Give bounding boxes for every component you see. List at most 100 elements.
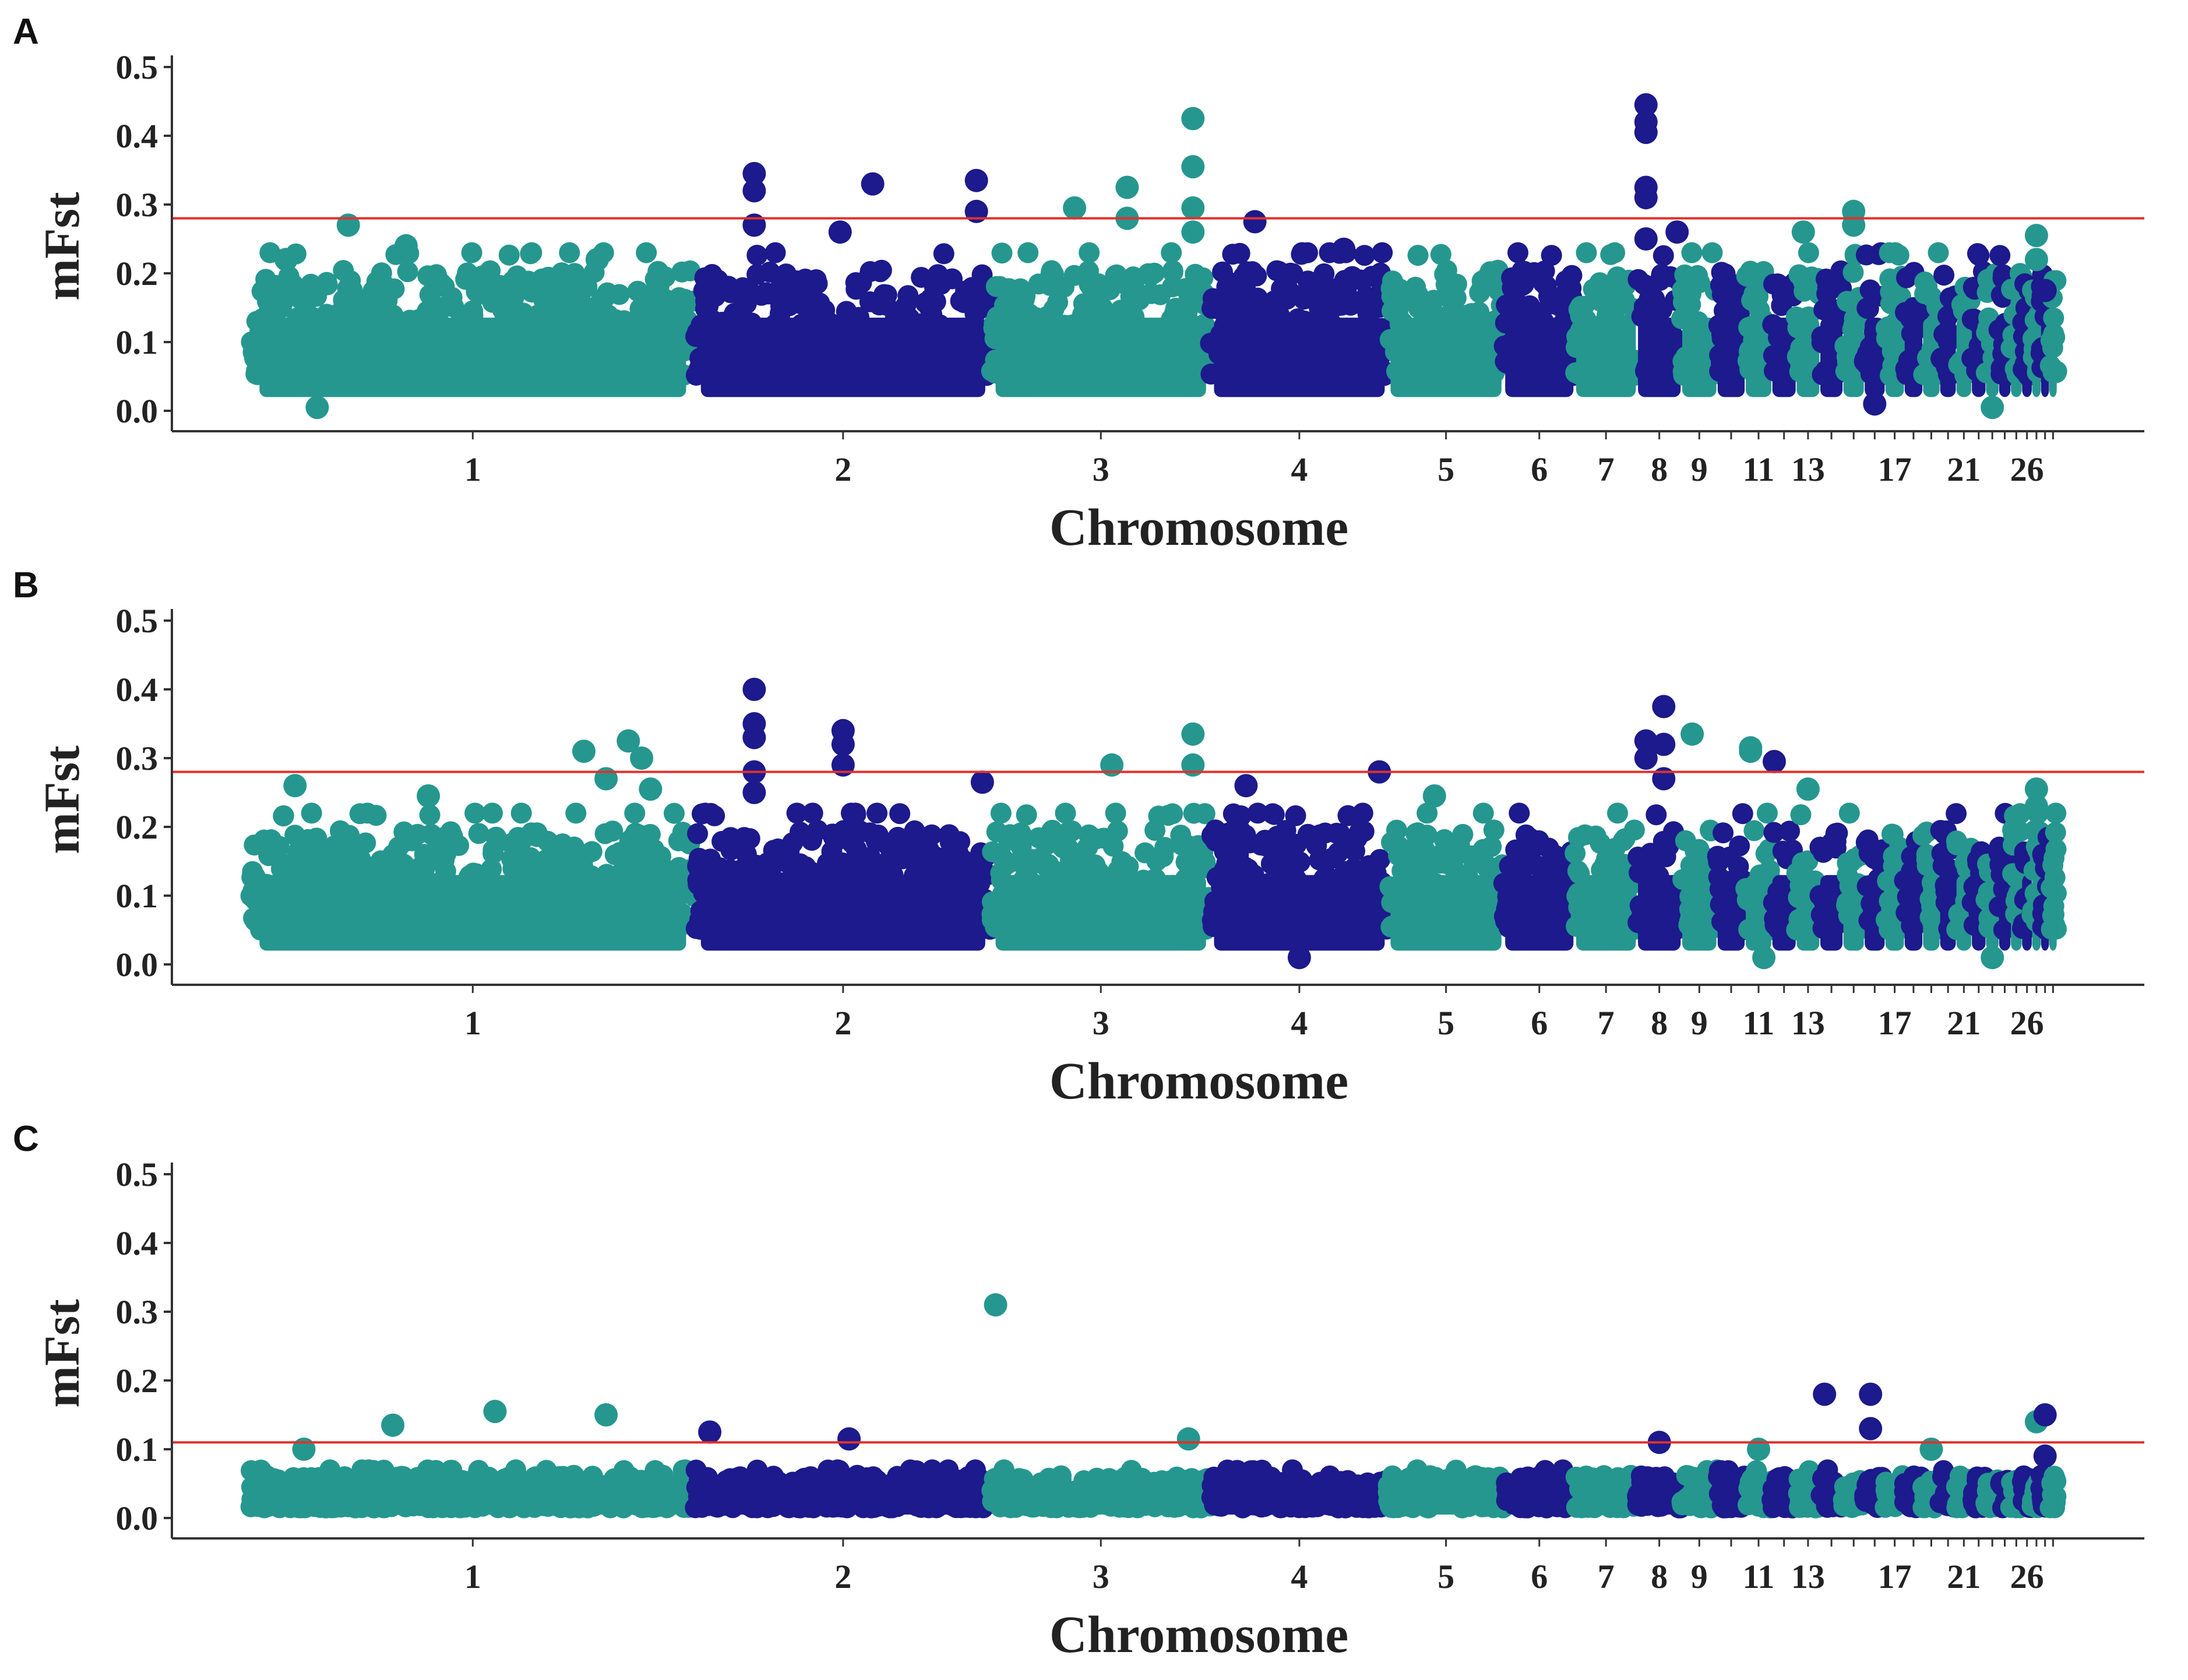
data-point: [1791, 220, 1815, 244]
x-tick-label: 8: [1651, 1004, 1668, 1042]
data-band: [1772, 318, 1796, 397]
data-point: [371, 1469, 393, 1491]
data-point: [1858, 298, 1879, 319]
data-point: [1354, 245, 1375, 266]
data-point: [892, 301, 913, 322]
data-point: [1634, 729, 1658, 753]
x-tick-label: 9: [1691, 450, 1708, 488]
data-point: [929, 270, 951, 292]
data-point: [1161, 242, 1182, 263]
data-point: [778, 295, 800, 316]
data-point: [763, 840, 784, 861]
data-point: [575, 844, 596, 866]
data-band: [995, 875, 1206, 951]
data-point: [287, 842, 308, 864]
data-band: [1505, 318, 1574, 397]
data-point: [1561, 265, 1583, 286]
data-point: [461, 242, 482, 263]
x-tick-label: 21: [1947, 1004, 1981, 1042]
data-point: [1352, 802, 1373, 824]
data-point: [1287, 946, 1311, 970]
data-point: [1879, 268, 1901, 290]
data-point: [503, 287, 524, 308]
data-point: [1779, 820, 1801, 842]
data-point: [1555, 283, 1576, 305]
data-point: [537, 830, 558, 852]
data-band: [2049, 318, 2057, 397]
data-point: [1175, 851, 1197, 873]
data-point: [1417, 802, 1438, 824]
data-point: [1235, 279, 1256, 300]
data-point: [1382, 270, 1403, 292]
data-point: [1732, 803, 1753, 825]
data-point: [1222, 803, 1244, 825]
data-point: [1646, 804, 1667, 826]
data-point: [552, 1466, 574, 1487]
data-point: [938, 824, 960, 846]
data-point: [1838, 802, 1860, 824]
x-tick-label: 2: [834, 450, 851, 488]
data-point: [2024, 794, 2048, 818]
y-axis-title: mFst: [34, 1299, 90, 1408]
data-band: [700, 1489, 985, 1515]
data-point: [1017, 242, 1039, 263]
data-point: [1743, 820, 1765, 841]
y-tick-label: 0.5: [116, 602, 158, 640]
data-point: [1723, 287, 1745, 309]
data-point: [1879, 242, 1900, 263]
data-point: [1634, 227, 1658, 251]
data-point: [1264, 843, 1285, 865]
data-point: [1055, 833, 1076, 854]
data-point: [1229, 242, 1250, 264]
data-point: [1675, 830, 1696, 851]
data-point: [1326, 288, 1347, 310]
data-point: [372, 272, 393, 294]
data-band: [1940, 318, 1956, 397]
data-point: [630, 746, 654, 770]
data-point: [1332, 237, 1356, 261]
data-point: [1798, 242, 1819, 263]
x-tick-label: 2: [834, 1004, 851, 1042]
data-point: [333, 260, 354, 281]
data-point: [911, 835, 932, 857]
data-point: [1708, 851, 1729, 873]
data-point: [869, 261, 891, 283]
data-point: [2045, 822, 2066, 843]
data-point: [1821, 832, 1842, 854]
panel-letter: C: [13, 1119, 39, 1159]
data-point: [742, 781, 766, 804]
data-point: [1299, 274, 1320, 295]
data-point: [1285, 805, 1306, 826]
x-tick-label: 26: [2010, 1004, 2044, 1042]
data-point: [336, 213, 360, 237]
data-point: [1435, 851, 1457, 872]
data-point: [417, 784, 441, 808]
data-band: [1214, 875, 1385, 951]
data-point: [597, 282, 618, 304]
data-point: [1007, 289, 1028, 311]
data-point: [1946, 803, 1967, 825]
data-point: [1242, 261, 1263, 283]
x-tick-label: 5: [1437, 450, 1454, 488]
data-point: [845, 272, 866, 293]
data-point: [1153, 846, 1174, 868]
data-point: [1796, 777, 1820, 801]
x-tick-label: 4: [1291, 450, 1308, 488]
data-point: [440, 295, 461, 317]
data-point: [1381, 286, 1403, 307]
data-band: [1746, 318, 1771, 397]
data-point: [1607, 802, 1628, 824]
y-tick-label: 0.1: [116, 323, 158, 361]
data-point: [1372, 242, 1393, 263]
data-point: [615, 842, 636, 864]
data-point: [301, 1468, 323, 1489]
data-point: [2024, 248, 2048, 272]
data-point: [718, 276, 739, 297]
x-tick-label: 9: [1691, 1004, 1708, 1042]
data-band: [1682, 875, 1717, 951]
data-point: [1701, 242, 1723, 263]
data-point: [746, 245, 768, 266]
data-point: [1266, 826, 1288, 847]
data-point: [1327, 842, 1349, 864]
data-point: [637, 1471, 658, 1492]
